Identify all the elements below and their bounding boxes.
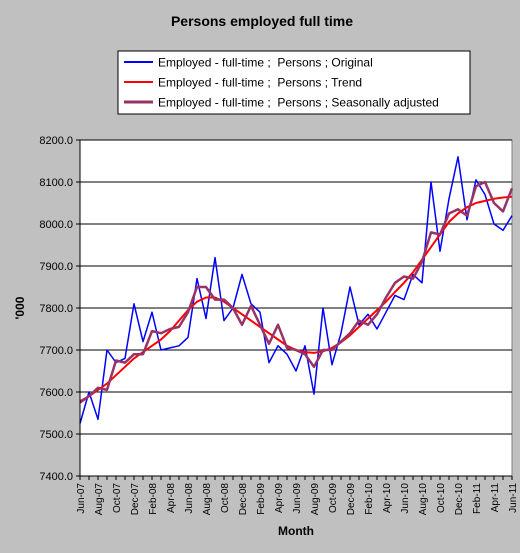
y-tick-label: 7700.0 [39,345,73,357]
gridlines [80,139,512,435]
x-tick-label: Aug-07 [94,483,105,516]
x-tick-label: Dec-08 [238,483,249,516]
y-tick-label: 8100.0 [39,177,73,189]
x-tick-label: Aug-08 [202,483,213,516]
x-tick-label: Jun-11 [508,483,519,513]
chart-title: Persons employed full time [171,13,353,29]
x-axis-ticks: Jun-07 Aug-07 Oct-07 Dec-07 Feb-08 Apr-08 Jun-… [76,476,519,515]
x-tick-label: Jun-08 [184,483,195,514]
x-tick-label: Oct-10 [436,483,447,513]
x-tick-label: Dec-07 [130,483,141,516]
y-tick-label: 8200.0 [39,135,73,147]
legend-label-original: Employed - full-time ; Persons ; Origina… [158,56,373,70]
x-tick-label: Aug-09 [310,483,321,516]
legend-label-trend: Employed - full-time ; Persons ; Trend [158,76,362,90]
series-line-original [79,156,513,424]
x-tick-label: Jun-10 [400,483,411,514]
y-tick-label: 7900.0 [39,261,73,273]
legend-label-seasonally-adjusted: Employed - full-time ; Persons ; Seasona… [158,96,439,110]
x-tick-label: Apr-11 [490,483,501,513]
series-line-seasonally-adjusted [79,180,514,404]
y-axis-ticks: 7400.0 7500.0 7600.0 7700.0 7800.0 7900.0 8000… [39,135,80,483]
x-tick-label: Aug-10 [418,483,429,516]
x-tick-label: Oct-08 [220,483,231,513]
x-tick-label: Dec-09 [346,483,357,516]
x-tick-label: Apr-10 [382,483,393,513]
y-axis-label: '000 [13,296,27,319]
x-tick-label: Apr-09 [274,483,285,513]
x-tick-label: Feb-10 [364,483,375,515]
legend-box [117,50,471,115]
series-lines [79,156,514,424]
x-tick-label: Apr-08 [166,483,177,513]
x-tick-label: Oct-07 [112,483,123,513]
x-tick-label: Jun-09 [292,483,303,514]
y-tick-label: 7400.0 [39,471,73,483]
x-tick-label: Feb-08 [148,483,159,515]
y-tick-label: 7600.0 [39,387,73,399]
x-tick-label: Dec-10 [454,483,465,516]
x-tick-label: Feb-11 [472,483,483,514]
x-tick-label: Jun-07 [76,483,87,514]
y-tick-label: 7800.0 [39,303,73,315]
y-tick-label: 8000.0 [39,219,73,231]
x-tick-label: Oct-09 [328,483,339,513]
x-axis-label: Month [278,524,314,538]
legend: Employed - full-time ; Persons ; Origina… [117,50,471,115]
axes [79,140,512,477]
x-tick-label: Feb-09 [256,483,267,515]
y-tick-label: 7500.0 [39,429,73,441]
